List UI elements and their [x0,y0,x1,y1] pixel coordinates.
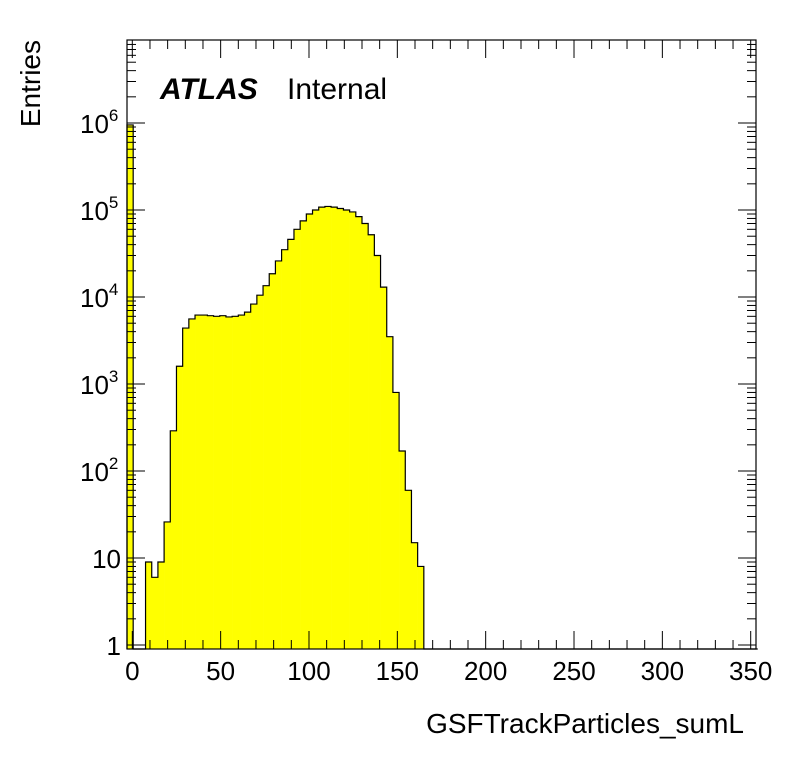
histogram-bar [399,450,406,649]
histogram-bar [127,124,134,649]
histogram-bar [176,366,183,649]
histogram-bar [417,566,425,649]
histogram-bar [312,210,320,649]
y-tick-label: 106 [80,106,118,139]
histogram-bar [411,542,418,649]
histogram-bar [195,315,202,649]
y-axis-title: Entries [15,40,46,127]
histogram-bar [306,214,313,649]
histogram-bar [300,220,307,649]
histogram-bar [250,304,258,649]
x-tick-label: 100 [287,656,330,686]
y-tick-label: 104 [80,280,118,313]
histogram-bar [157,562,165,649]
histogram-bar [374,255,381,649]
histogram-bar [269,273,276,649]
histogram-bar [405,490,412,649]
histogram-bar [337,208,344,649]
histogram-bar [219,315,227,649]
histogram-bar [225,316,233,649]
histogram-bar [275,260,282,649]
histogram-bar [380,287,388,649]
atlas-label: ATLAS [159,73,258,106]
x-tick-label: 300 [641,656,684,686]
histogram-bar [386,336,394,649]
x-tick-label: 350 [729,656,772,686]
x-tick-label: 50 [206,656,235,686]
histogram-bar [343,210,350,649]
y-tick-label: 103 [80,367,118,400]
histogram-bar [293,229,301,649]
histogram-bar [201,315,208,649]
x-tick-label: 0 [125,656,139,686]
histogram-bar [164,521,171,649]
histogram-bar [244,312,251,649]
histogram-bar [361,223,369,649]
histogram-bar [188,318,196,649]
histogram-bar [145,562,153,649]
histogram-bar [392,392,400,649]
histogram-bar [287,239,295,649]
histogram-bar [355,216,363,649]
x-tick-label: 150 [376,656,419,686]
histogram-bar [331,207,338,649]
histogram-bar [368,234,375,649]
histogram-bar [318,207,326,649]
y-tick-label: 105 [80,193,118,226]
histogram-bar [324,206,332,649]
histogram-bar [170,430,177,649]
histogram-bar [349,211,357,649]
internal-label: Internal [287,73,387,106]
histogram-bar [238,315,245,649]
histogram-bar [232,316,239,649]
histogram-bar [182,328,190,649]
axis-ticks [127,39,756,650]
plot-frame [126,39,757,650]
histogram-bar [263,285,270,649]
y-tick-label: 1 [107,631,121,661]
histogram-bar [151,577,159,649]
x-axis-title: GSFTrackParticles_sumL [426,708,744,739]
histogram-bar [207,315,214,649]
histogram-bar [281,249,289,649]
y-tick-label: 102 [80,454,118,487]
y-tick-label: 10 [92,544,121,574]
x-tick-label: 250 [552,656,595,686]
histogram-bar [256,295,264,649]
histogram-bars [126,124,758,650]
x-tick-label: 200 [464,656,507,686]
histogram-bar [213,316,221,649]
